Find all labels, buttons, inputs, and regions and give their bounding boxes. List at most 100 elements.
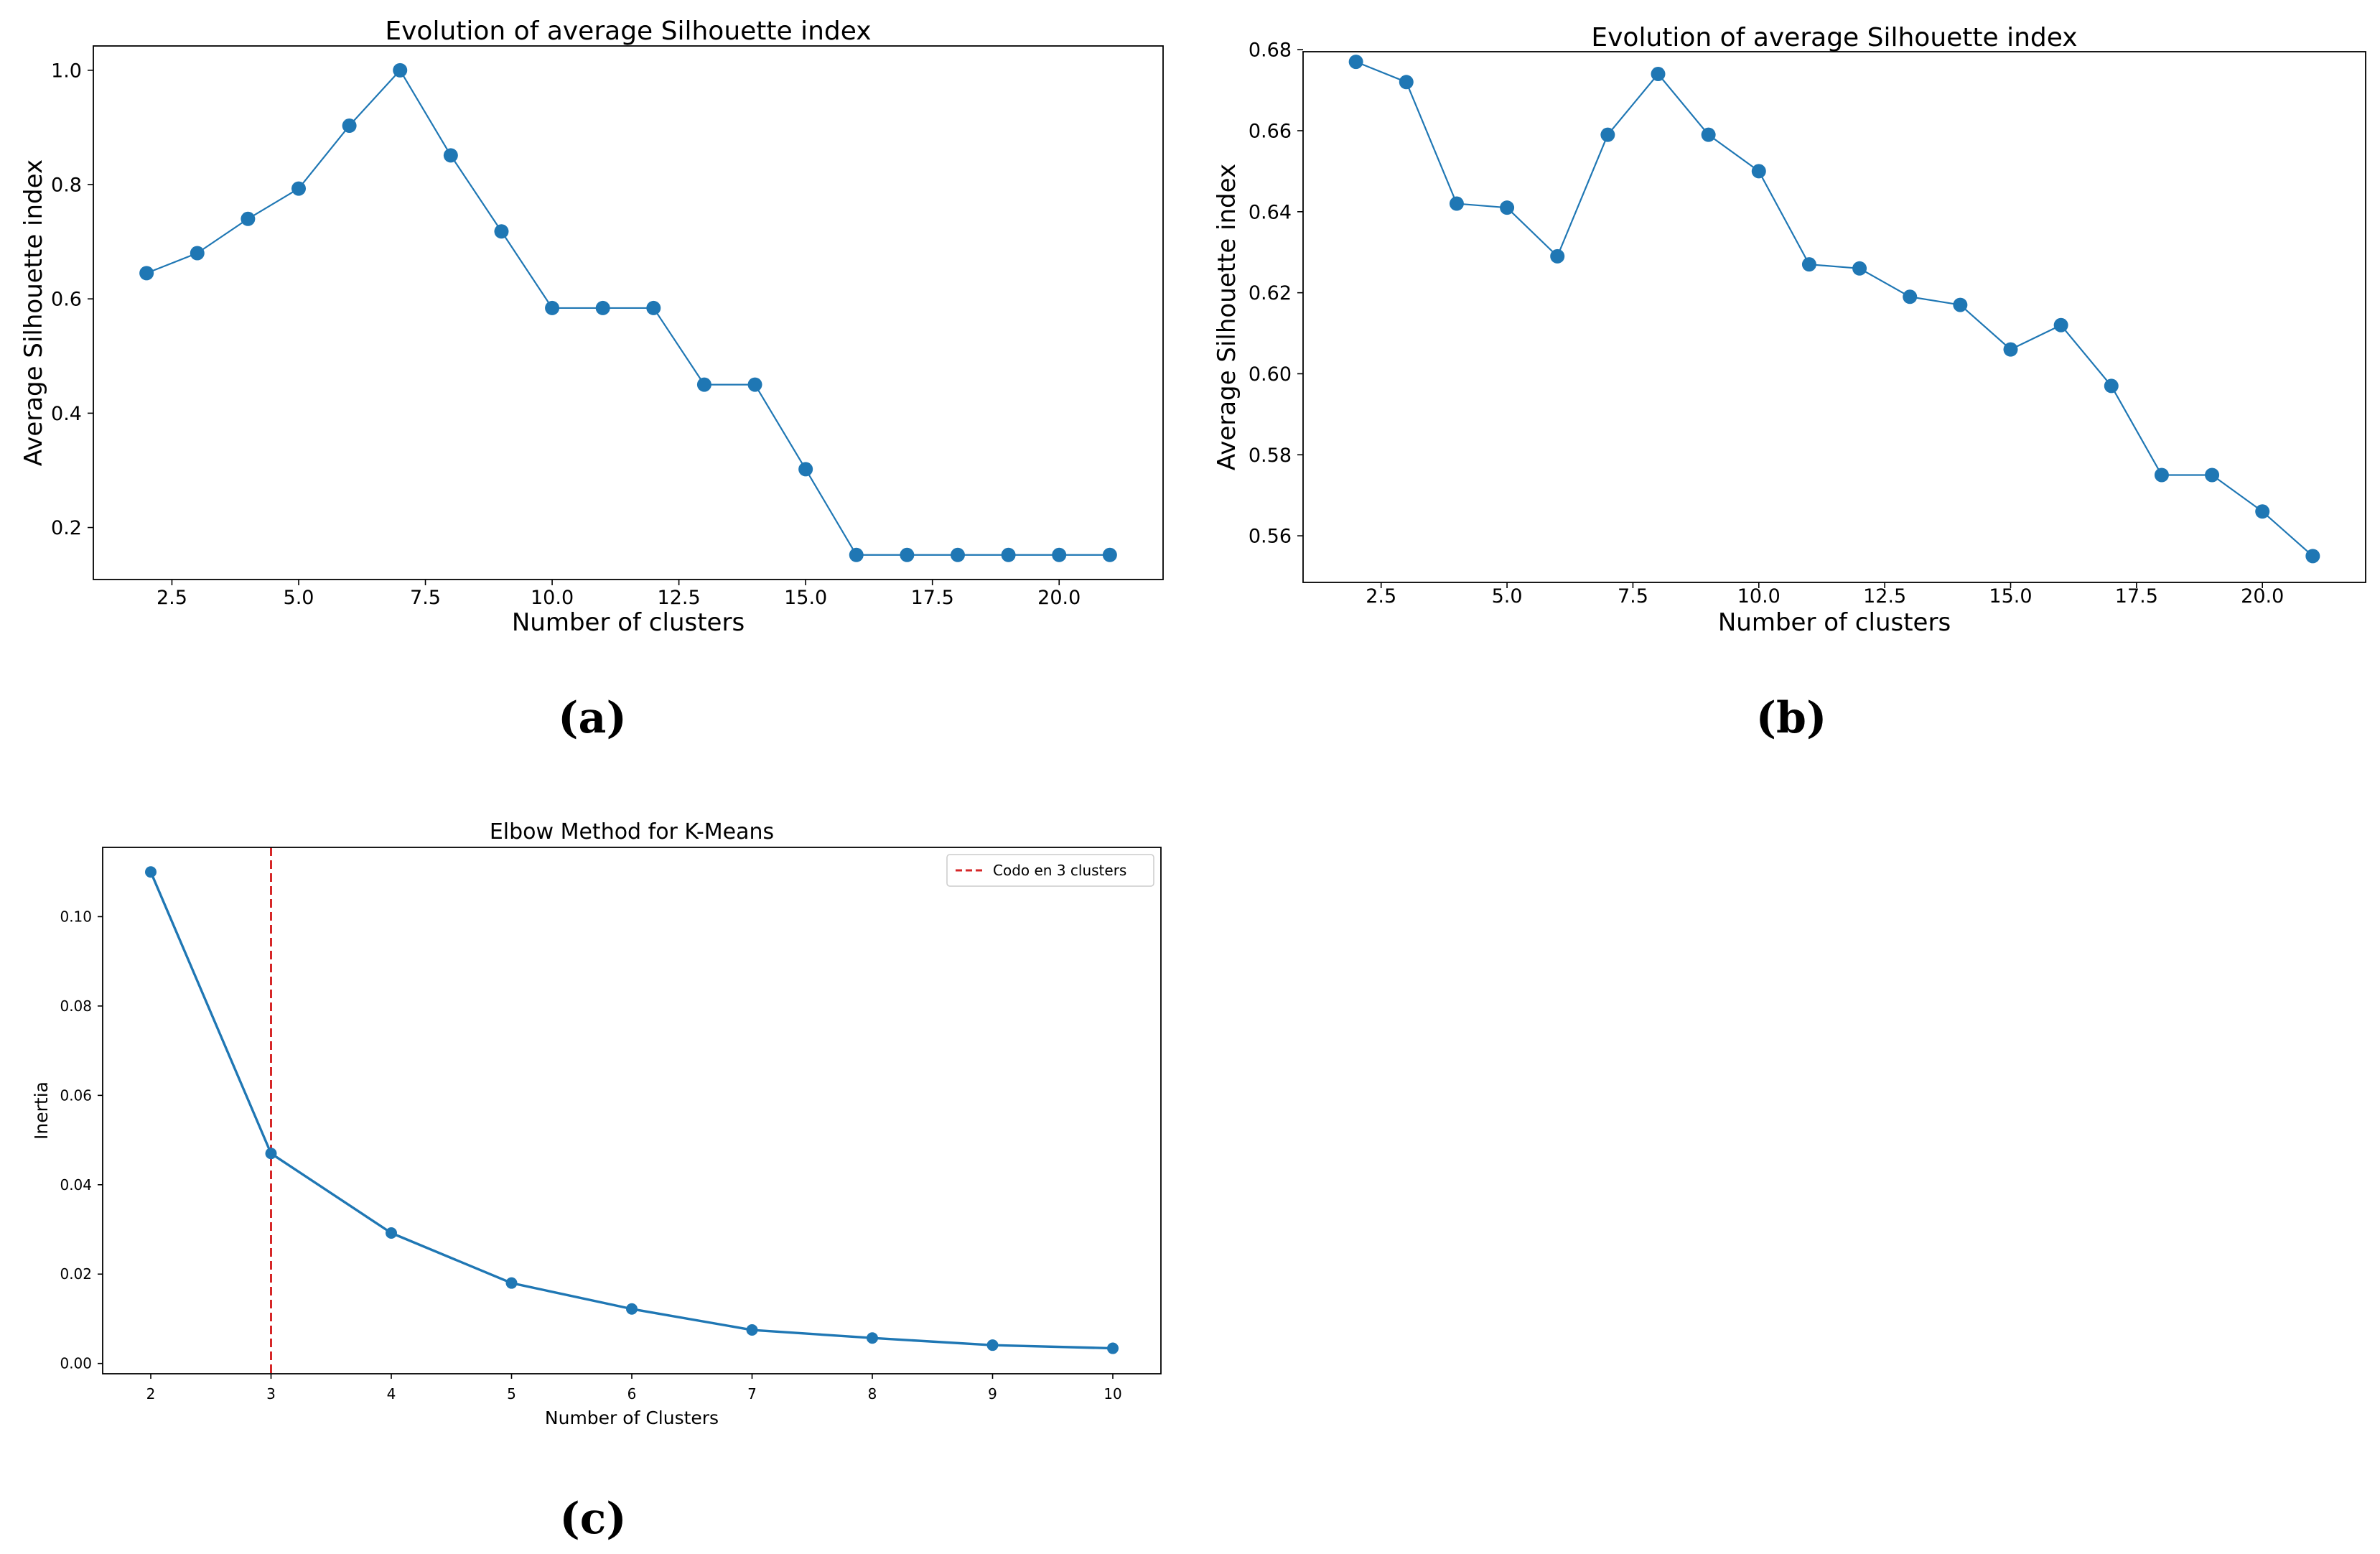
x-tick-label: 4 bbox=[387, 1385, 396, 1402]
x-tick-label: 10 bbox=[1103, 1385, 1121, 1402]
chart-c: Elbow Method for K-Means 2 3 4 5 6 7 8 9 10 0.00 0.… bbox=[31, 819, 1162, 1544]
data-point bbox=[2305, 549, 2320, 564]
data-point bbox=[494, 224, 509, 239]
data-point bbox=[1801, 257, 1816, 272]
y-tick-label: 0.4 bbox=[51, 403, 82, 425]
y-tick-label: 0.58 bbox=[1249, 445, 1292, 467]
y-tick-label: 0.02 bbox=[60, 1265, 92, 1283]
panel-label: (b) bbox=[1756, 693, 1827, 743]
legend-label: Codo en 3 clusters bbox=[993, 862, 1126, 879]
series-line bbox=[146, 69, 1110, 556]
data-point bbox=[747, 377, 762, 392]
data-point bbox=[386, 1227, 397, 1239]
y-axis-label: Average Silhouette index bbox=[19, 159, 48, 466]
data-point bbox=[746, 1324, 758, 1336]
x-axis-label: Number of clusters bbox=[1718, 608, 1951, 637]
legend-box bbox=[946, 854, 1154, 887]
data-point bbox=[2053, 317, 2068, 332]
chart-b: Evolution of average Silhouette index 2.5… bbox=[1213, 23, 2366, 743]
x-tick-label: 5 bbox=[507, 1385, 516, 1402]
data-point bbox=[595, 300, 610, 315]
y-tick-label: 0.06 bbox=[60, 1087, 92, 1104]
data-point bbox=[1102, 547, 1117, 562]
data-point bbox=[1348, 55, 1363, 70]
y-tick-label: 0.10 bbox=[60, 908, 92, 925]
chart-a: Evolution of average Silhouette index 2.5… bbox=[19, 17, 1164, 743]
data-point bbox=[1600, 127, 1615, 142]
data-point bbox=[342, 118, 357, 134]
data-point bbox=[145, 866, 157, 878]
data-point bbox=[545, 300, 560, 315]
data-point bbox=[646, 300, 661, 315]
data-point bbox=[1001, 547, 1016, 562]
data-point bbox=[443, 148, 458, 163]
x-tick-label: 20.0 bbox=[1037, 587, 1081, 609]
x-axis-label: Number of clusters bbox=[512, 608, 745, 637]
data-point bbox=[505, 1277, 518, 1289]
panel-label: (a) bbox=[558, 693, 627, 743]
x-tick-label: 3 bbox=[266, 1385, 276, 1402]
data-point bbox=[986, 1339, 999, 1351]
data-point bbox=[900, 547, 915, 562]
plot-frame bbox=[1302, 51, 2366, 583]
y-tick-label: 0.66 bbox=[1249, 120, 1292, 142]
x-tick-label: 5.0 bbox=[1492, 585, 1523, 608]
data-point bbox=[2003, 342, 2018, 357]
data-point bbox=[867, 1332, 878, 1344]
series-line bbox=[149, 871, 1114, 1350]
x-tick-label: 7 bbox=[747, 1385, 757, 1402]
data-point bbox=[1550, 248, 1565, 264]
x-tick-label: 15.0 bbox=[784, 587, 827, 609]
plot-frame bbox=[102, 847, 1162, 1374]
data-point bbox=[849, 547, 864, 562]
data-point bbox=[1953, 297, 1968, 312]
chart-title: Elbow Method for K-Means bbox=[490, 819, 774, 845]
data-point bbox=[1751, 164, 1766, 179]
y-tick-label: 0.8 bbox=[51, 174, 82, 196]
chart-title: Evolution of average Silhouette index bbox=[385, 17, 871, 46]
y-tick-label: 0.08 bbox=[60, 997, 92, 1015]
y-axis-label: Average Silhouette index bbox=[1213, 164, 1241, 470]
data-point bbox=[139, 266, 154, 281]
y-tick-label: 0.56 bbox=[1249, 526, 1292, 548]
y-axis-label: Inertia bbox=[31, 1081, 52, 1140]
x-tick-label: 20.0 bbox=[2241, 585, 2284, 608]
x-tick-label: 2.5 bbox=[1366, 585, 1396, 608]
x-tick-label: 6 bbox=[627, 1385, 637, 1402]
x-tick-label: 15.0 bbox=[1989, 585, 2032, 608]
data-point bbox=[2255, 504, 2270, 519]
x-tick-label: 10.0 bbox=[531, 587, 574, 609]
panel-label: (c) bbox=[559, 1494, 626, 1544]
data-point bbox=[696, 377, 711, 392]
data-point bbox=[1701, 127, 1716, 142]
x-tick-label: 7.5 bbox=[410, 587, 441, 609]
series-line bbox=[1355, 61, 2314, 557]
data-point bbox=[1500, 200, 1515, 215]
data-point bbox=[1399, 75, 1414, 90]
data-point bbox=[626, 1303, 638, 1315]
x-tick-label: 2 bbox=[146, 1385, 156, 1402]
data-point bbox=[1107, 1342, 1119, 1354]
data-point bbox=[2205, 467, 2220, 483]
data-point bbox=[1449, 196, 1464, 211]
data-point bbox=[1651, 67, 1666, 82]
y-tick-label: 0.60 bbox=[1249, 363, 1292, 386]
x-tick-label: 12.5 bbox=[658, 587, 701, 609]
x-tick-label: 12.5 bbox=[1863, 585, 1906, 608]
data-point bbox=[393, 62, 408, 78]
y-tick-label: 0.64 bbox=[1249, 201, 1292, 223]
y-tick-label: 0.62 bbox=[1249, 282, 1292, 304]
data-point bbox=[1903, 289, 1918, 304]
x-tick-label: 2.5 bbox=[157, 587, 187, 609]
data-point bbox=[241, 211, 256, 226]
y-tick-label: 0.6 bbox=[51, 289, 82, 311]
x-tick-label: 9 bbox=[988, 1385, 997, 1402]
data-point bbox=[291, 181, 306, 196]
x-tick-label: 5.0 bbox=[284, 587, 314, 609]
data-point bbox=[1852, 261, 1867, 276]
chart-title: Evolution of average Silhouette index bbox=[1591, 23, 2077, 52]
y-tick-label: 1.0 bbox=[51, 60, 82, 82]
x-tick-label: 10.0 bbox=[1737, 585, 1781, 608]
data-point bbox=[1052, 547, 1067, 562]
y-tick-label: 0.68 bbox=[1249, 39, 1292, 62]
